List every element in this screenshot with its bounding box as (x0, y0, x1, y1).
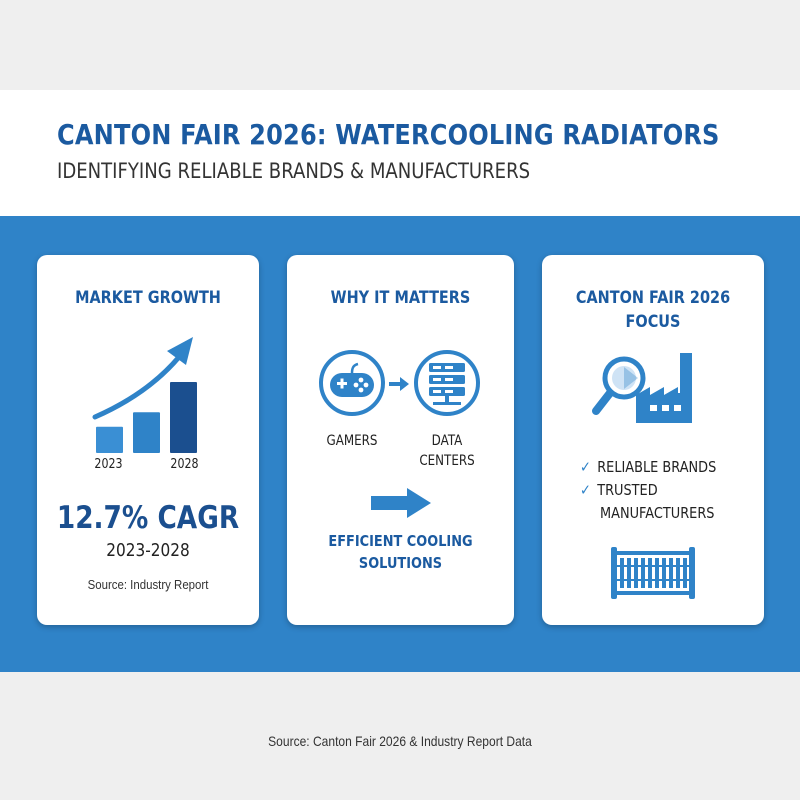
page-title: CANTON FAIR 2026: WATERCOOLING RADIATORS (57, 118, 720, 151)
chart-bar-2028 (170, 382, 197, 453)
efficient-cooling-text: EFFICIENT COOLING SOLUTIONS (303, 530, 498, 574)
growth-chart (92, 337, 197, 453)
gamepad-icon (319, 350, 385, 416)
focus-title-line1: CANTON FAIR 2026 (575, 288, 731, 308)
right-arrow-icon (371, 488, 431, 518)
footer-source: Source: Canton Fair 2026 & Industry Repo… (268, 733, 532, 749)
why-it-matters-card: WHY IT MATTERS GAMERS DATA CENTERS EFF (287, 255, 514, 625)
server-rack-icon (414, 350, 480, 416)
manufacturers-text: MANUFACTURERS (600, 504, 715, 522)
centers-label: CENTERS (419, 453, 475, 469)
focus-title-line2: FOCUS (625, 312, 681, 332)
efficient-cooling-line1: EFFICIENT COOLING (328, 532, 473, 550)
market-source: Source: Industry Report (87, 577, 209, 592)
small-arrow-icon (389, 377, 409, 391)
market-growth-title: MARKET GROWTH (75, 288, 221, 308)
trusted-text: TRUSTED (597, 481, 658, 499)
check-item-reliable-brands: ✓ RELIABLE BRANDS (580, 456, 716, 478)
market-growth-card: MARKET GROWTH 2023 2028 12.7% CAGR 2023-… (37, 255, 259, 625)
focus-card: CANTON FAIR 2026 FOCUS ✓ RELIABLE BRANDS … (542, 255, 764, 625)
header-band (0, 90, 800, 216)
efficient-cooling-line2: SOLUTIONS (358, 554, 443, 572)
data-label: DATA (431, 433, 463, 449)
chart-bar-mid (133, 412, 160, 453)
check-item-trusted: ✓ TRUSTED (580, 479, 658, 501)
growth-arrow-icon (92, 354, 182, 420)
check-icon: ✓ (580, 481, 591, 499)
check-icon: ✓ (580, 458, 591, 476)
reliable-brands-text: RELIABLE BRANDS (597, 458, 717, 476)
magnifier-factory-icon (592, 353, 692, 423)
cagr-value: 12.7% CAGR (56, 500, 240, 536)
cagr-range: 2023-2028 (106, 540, 190, 561)
tick-label-2028: 2028 (170, 457, 199, 472)
radiator-icon (611, 547, 695, 599)
gamers-label: GAMERS (326, 433, 378, 449)
growth-arrow-head (167, 337, 193, 365)
chart-bar-2023 (96, 426, 123, 453)
why-it-matters-title: WHY IT MATTERS (330, 288, 471, 308)
tick-label-2023: 2023 (94, 457, 123, 472)
page-subtitle: IDENTIFYING RELIABLE BRANDS & MANUFACTUR… (57, 159, 531, 183)
